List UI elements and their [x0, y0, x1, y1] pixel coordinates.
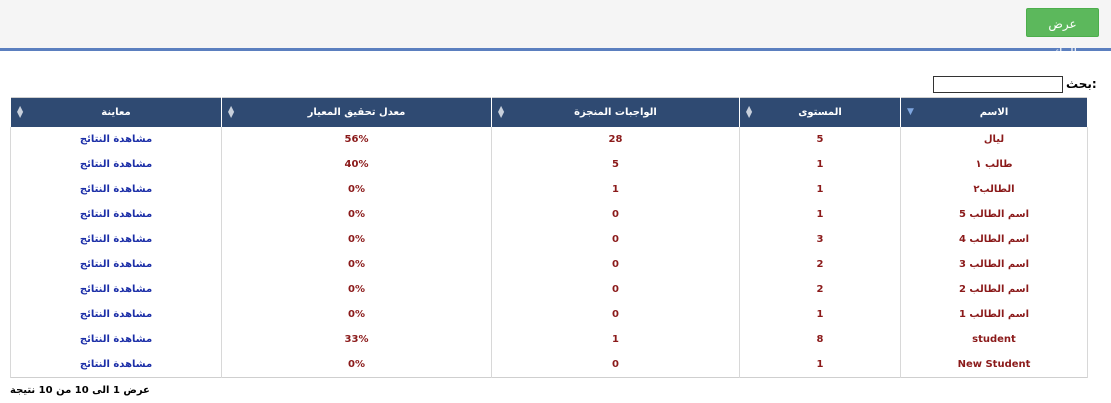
cell-homework: 1 [491, 177, 740, 202]
table-row: اسم الطالب 2 2 0 0% مشاهدة النتائج [10, 277, 1088, 302]
cell-name: اسم الطالب 2 [900, 277, 1088, 302]
column-header-label: المستوى [798, 107, 842, 118]
column-header-label: الواجبات المنجزة [574, 107, 657, 118]
view-results-link[interactable]: مشاهدة النتائج [10, 252, 222, 277]
table-row: الطالب٢ 1 1 0% مشاهدة النتائج [10, 177, 1088, 202]
column-header-rate[interactable]: معدل تحقيق المعيار ▲ ▼ [221, 97, 492, 127]
cell-rate: 0% [221, 352, 492, 378]
cell-homework: 0 [491, 252, 740, 277]
view-results-link[interactable]: مشاهدة النتائج [10, 352, 222, 378]
sort-icon: ▲ ▼ [498, 104, 505, 119]
column-header-name[interactable]: الاسم ▼ [900, 97, 1088, 127]
cell-homework: 0 [491, 302, 740, 327]
cell-rate: 0% [221, 202, 492, 227]
cell-name: طالب ١ [900, 152, 1088, 177]
table-row: اسم الطالب 3 2 0 0% مشاهدة النتائج [10, 252, 1088, 277]
table-row: student 8 1 33% مشاهدة النتائج [10, 327, 1088, 352]
top-toolbar: عرض النتائج [0, 0, 1111, 60]
view-results-link[interactable]: مشاهدة النتائج [10, 127, 222, 152]
cell-level: 1 [739, 352, 901, 378]
cell-homework: 28 [491, 127, 740, 152]
sort-icon: ▲ ▼ [228, 104, 235, 119]
cell-level: 1 [739, 202, 901, 227]
search-label: بحث: [1066, 77, 1097, 91]
cell-level: 8 [739, 327, 901, 352]
cell-name: اسم الطالب 1 [900, 302, 1088, 327]
cell-homework: 5 [491, 152, 740, 177]
sort-icon: ▲ ▼ [746, 104, 753, 119]
table-header-row: الاسم ▼ المستوى ▲ ▼ الواجبات المنجزة ▲ ▼ م… [10, 97, 1088, 127]
cell-name: ليال [900, 127, 1088, 152]
cell-rate: 0% [221, 177, 492, 202]
cell-name: اسم الطالب 3 [900, 252, 1088, 277]
table-info: عرض 1 الى 10 من 10 نتيجة [10, 385, 150, 396]
cell-homework: 0 [491, 227, 740, 252]
table-row: اسم الطالب 1 1 0 0% مشاهدة النتائج [10, 302, 1088, 327]
cell-name: الطالب٢ [900, 177, 1088, 202]
cell-level: 1 [739, 152, 901, 177]
cell-name: اسم الطالب 4 [900, 227, 1088, 252]
view-results-link[interactable]: مشاهدة النتائج [10, 152, 222, 177]
table-row: New Student 1 0 0% مشاهدة النتائج [10, 352, 1088, 378]
cell-rate: 0% [221, 302, 492, 327]
table-row: ليال 5 28 56% مشاهدة النتائج [10, 127, 1088, 152]
view-results-link[interactable]: مشاهدة النتائج [10, 202, 222, 227]
view-results-link[interactable]: مشاهدة النتائج [10, 177, 222, 202]
cell-level: 5 [739, 127, 901, 152]
cell-homework: 0 [491, 202, 740, 227]
column-header-label: معاينة [101, 107, 131, 118]
results-table-body: ليال 5 28 56% مشاهدة النتائج طالب ١ 1 5 40% مشاهد… [10, 127, 1088, 378]
table-row: طالب ١ 1 5 40% مشاهدة النتائج [10, 152, 1088, 177]
results-table: الاسم ▼ المستوى ▲ ▼ الواجبات المنجزة ▲ ▼ م… [10, 97, 1088, 378]
cell-level: 2 [739, 277, 901, 302]
column-header-homework[interactable]: الواجبات المنجزة ▲ ▼ [491, 97, 740, 127]
cell-name: New Student [900, 352, 1088, 378]
sort-icon: ▲ ▼ [17, 104, 24, 119]
cell-name: student [900, 327, 1088, 352]
cell-level: 2 [739, 252, 901, 277]
column-header-label: الاسم [979, 107, 1009, 118]
cell-homework: 0 [491, 277, 740, 302]
cell-name: اسم الطالب 5 [900, 202, 1088, 227]
column-header-level[interactable]: المستوى ▲ ▼ [739, 97, 901, 127]
cell-rate: 0% [221, 277, 492, 302]
cell-level: 1 [739, 302, 901, 327]
cell-level: 3 [739, 227, 901, 252]
cell-homework: 0 [491, 352, 740, 378]
view-results-link[interactable]: مشاهدة النتائج [10, 277, 222, 302]
sort-desc-icon: ▼ [907, 107, 914, 117]
table-row: اسم الطالب 5 1 0 0% مشاهدة النتائج [10, 202, 1088, 227]
cell-rate: 40% [221, 152, 492, 177]
column-header-label: معدل تحقيق المعيار [307, 107, 406, 118]
cell-homework: 1 [491, 327, 740, 352]
cell-rate: 33% [221, 327, 492, 352]
cell-level: 1 [739, 177, 901, 202]
view-results-link[interactable]: مشاهدة النتائج [10, 302, 222, 327]
view-results-link[interactable]: مشاهدة النتائج [10, 327, 222, 352]
cell-rate: 0% [221, 252, 492, 277]
table-row: اسم الطالب 4 3 0 0% مشاهدة النتائج [10, 227, 1088, 252]
view-results-link[interactable]: مشاهدة النتائج [10, 227, 222, 252]
cell-rate: 56% [221, 127, 492, 152]
show-results-button[interactable]: عرض النتائج [1026, 8, 1099, 60]
cell-rate: 0% [221, 227, 492, 252]
search-input[interactable] [933, 76, 1063, 93]
column-header-preview[interactable]: معاينة ▲ ▼ [10, 97, 222, 127]
